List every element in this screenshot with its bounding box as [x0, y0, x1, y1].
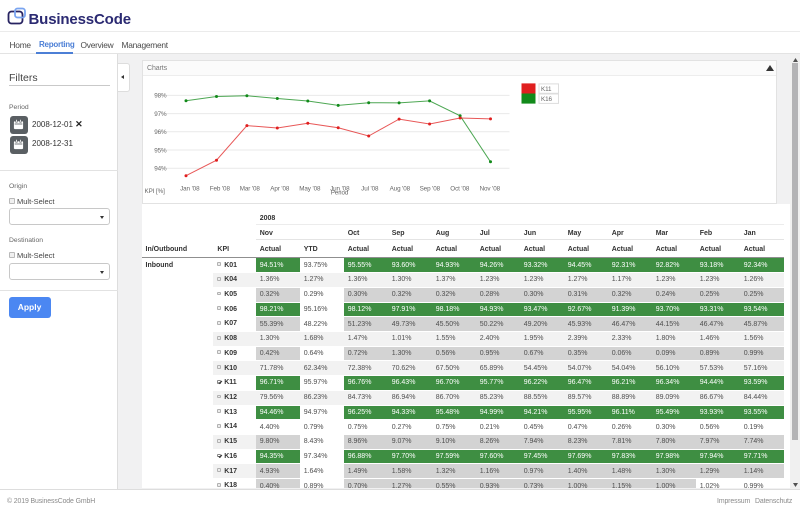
- svg-text:Jan '08: Jan '08: [180, 186, 200, 193]
- svg-text:Mar '08: Mar '08: [239, 186, 260, 193]
- svg-text:98%: 98%: [154, 93, 167, 100]
- svg-text:Period: Period: [330, 190, 348, 197]
- svg-text:Nov '08: Nov '08: [479, 186, 500, 193]
- svg-text:Feb '08: Feb '08: [209, 186, 230, 193]
- svg-text:Sep '08: Sep '08: [419, 186, 440, 193]
- svg-text:K11: K11: [541, 86, 552, 93]
- svg-text:96%: 96%: [154, 129, 167, 136]
- svg-text:Jul '08: Jul '08: [361, 186, 379, 193]
- svg-text:97%: 97%: [154, 111, 167, 118]
- svg-text:Oct '08: Oct '08: [450, 186, 470, 193]
- svg-text:94%: 94%: [154, 166, 167, 173]
- svg-text:KPI [%]: KPI [%]: [144, 188, 165, 195]
- svg-text:Aug '08: Aug '08: [389, 186, 410, 193]
- svg-text:K16: K16: [541, 96, 553, 103]
- svg-text:Jun '08: Jun '08: [330, 186, 350, 193]
- svg-text:May '08: May '08: [299, 186, 321, 193]
- svg-text:95%: 95%: [154, 147, 167, 154]
- svg-text:Apr '08: Apr '08: [270, 186, 290, 193]
